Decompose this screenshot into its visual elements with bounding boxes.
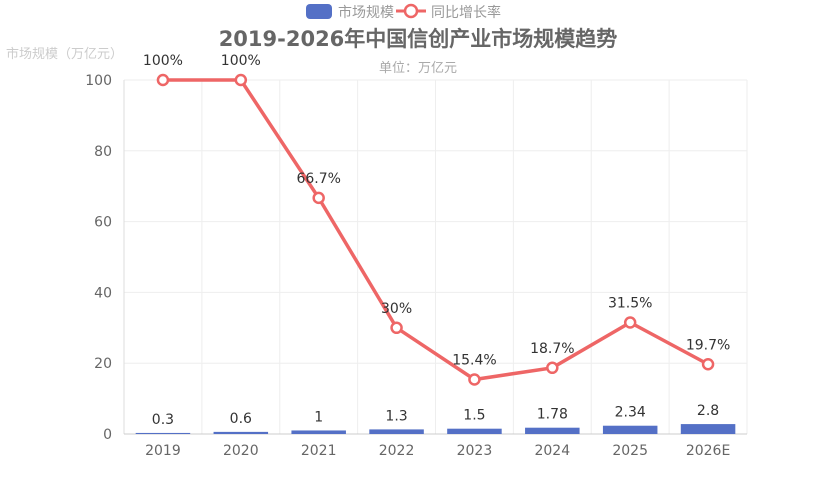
y-tick-label: 20 (94, 356, 112, 372)
bar-data-label: 2.34 (615, 405, 646, 421)
bar-data-label: 1.78 (537, 407, 568, 423)
bar (525, 427, 580, 434)
x-tick-label: 2019 (145, 443, 181, 459)
line-point (468, 373, 481, 386)
line-data-label: 19.7% (686, 337, 730, 353)
line-data-label: 100% (221, 53, 261, 69)
bar (447, 428, 502, 434)
y-tick-label: 80 (94, 144, 112, 160)
legend[interactable]: 市场规模 同比增长率 (306, 3, 501, 21)
bar-data-label: 1.5 (463, 408, 485, 424)
x-tick-label: 2021 (301, 443, 337, 459)
bar-data-label: 1 (314, 409, 323, 425)
bar-data-label: 0.3 (152, 412, 174, 428)
line-data-label: 30% (381, 301, 412, 317)
legend-line-label[interactable]: 同比增长率 (431, 4, 501, 21)
legend-line-marker[interactable] (403, 3, 419, 19)
bar-data-label: 1.3 (385, 408, 407, 424)
x-tick-label: 2025 (612, 443, 648, 459)
chart-title: 2019-2026年中国信创产业市场规模趋势 (219, 27, 618, 51)
y-tick-label: 60 (94, 215, 112, 231)
y-tick-label: 40 (94, 285, 112, 301)
x-tick-label: 2020 (223, 443, 259, 459)
line-data-label: 66.7% (296, 171, 340, 187)
bar (680, 424, 736, 434)
legend-bar-swatch[interactable] (306, 4, 332, 19)
line-data-label: 18.7% (530, 341, 574, 357)
chart-subtitle: 单位：万亿元 (379, 61, 457, 76)
bar (291, 430, 346, 434)
line-point (390, 321, 403, 335)
line-data-label: 31.5% (608, 295, 652, 311)
line-data-label: 15.4% (452, 352, 496, 368)
bar (602, 425, 658, 434)
bar-data-label: 2.8 (697, 403, 719, 419)
line-point (312, 191, 325, 205)
legend-bar-label[interactable]: 市场规模 (338, 4, 394, 21)
line-series (162, 78, 709, 382)
x-tick-label: 2023 (457, 443, 493, 459)
y-tick-label: 0 (103, 427, 112, 443)
line-point (701, 358, 715, 371)
line-point (546, 361, 559, 375)
bar-data-label: 0.6 (230, 411, 252, 427)
line-point (156, 73, 170, 87)
line-data-label: 100% (143, 53, 183, 69)
x-tick-label: 2024 (534, 443, 570, 459)
y-axis-label: 市场规模（万亿元） (6, 46, 123, 62)
bar (135, 432, 191, 434)
line-point (234, 73, 248, 87)
x-tick-label: 2026E (686, 443, 730, 459)
y-tick-label: 100 (85, 73, 112, 89)
bar (213, 431, 269, 434)
x-tick-label: 2022 (379, 443, 415, 459)
bar (369, 429, 424, 434)
line-point (623, 316, 637, 329)
